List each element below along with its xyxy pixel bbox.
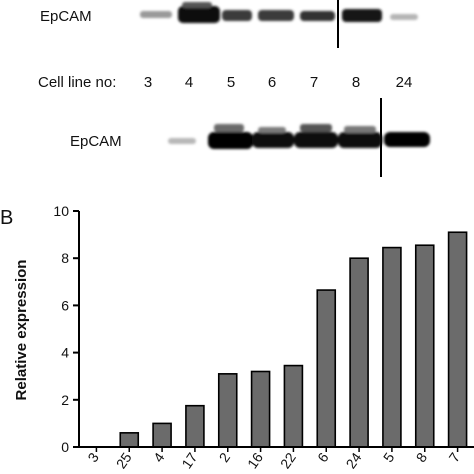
x-tick-label: 16 bbox=[244, 449, 266, 471]
cell-line-number: 3 bbox=[144, 74, 152, 91]
x-tick-label: 4 bbox=[150, 449, 168, 465]
x-tick-label: 8 bbox=[413, 449, 431, 465]
x-tick-label: 25 bbox=[113, 449, 135, 471]
band bbox=[384, 132, 430, 147]
y-tick-label: 8 bbox=[61, 250, 69, 266]
bar-5 bbox=[382, 246, 402, 448]
band bbox=[258, 127, 286, 133]
blot-top: EpCAM bbox=[40, 0, 418, 48]
band bbox=[178, 6, 220, 23]
band bbox=[300, 124, 332, 132]
band bbox=[252, 132, 294, 148]
band bbox=[338, 132, 382, 148]
band bbox=[344, 126, 376, 133]
cell-line-label: Cell line no: bbox=[38, 74, 116, 91]
x-tick-label: 24 bbox=[342, 449, 364, 471]
band bbox=[214, 124, 244, 132]
cell-line-number: 24 bbox=[396, 74, 413, 91]
blot-top-bands bbox=[140, 2, 418, 23]
bar-8 bbox=[414, 244, 435, 448]
blot-bottom: EpCAM bbox=[70, 98, 430, 177]
x-tick-label: 7 bbox=[445, 449, 463, 465]
y-tick-label: 10 bbox=[53, 203, 69, 219]
bar-16 bbox=[250, 370, 271, 448]
x-tick-label: 3 bbox=[84, 449, 102, 465]
band bbox=[258, 10, 294, 21]
y-tick-label: 6 bbox=[61, 297, 69, 313]
cell-line-number: 4 bbox=[185, 74, 193, 91]
band bbox=[222, 10, 252, 21]
y-tick-label: 0 bbox=[61, 439, 69, 455]
band bbox=[208, 132, 253, 149]
cell-line-row: Cell line no: 3 4 5 6 7 8 24 bbox=[38, 74, 412, 91]
band bbox=[342, 9, 382, 22]
bar-24 bbox=[349, 257, 369, 448]
bar-7 bbox=[447, 231, 468, 448]
cell-line-number: 7 bbox=[310, 74, 318, 91]
y-axis: 0 2 4 6 8 10 bbox=[53, 203, 80, 455]
y-axis-title: Relative expression bbox=[13, 260, 30, 401]
band bbox=[300, 11, 335, 21]
band bbox=[168, 138, 196, 144]
blot-top-label: EpCAM bbox=[40, 8, 92, 25]
bar-6 bbox=[316, 289, 337, 448]
x-tick-label: 5 bbox=[380, 449, 398, 465]
x-axis: 3 25 4 17 2 16 22 6 24 5 8 7 bbox=[79, 446, 474, 471]
bar-17 bbox=[185, 404, 205, 448]
x-tick-label: 22 bbox=[277, 449, 299, 471]
y-tick-label: 2 bbox=[61, 392, 69, 408]
bar-4 bbox=[152, 422, 172, 448]
band bbox=[390, 14, 418, 20]
band bbox=[140, 11, 172, 18]
cell-line-number: 5 bbox=[227, 74, 235, 91]
blot-bottom-label: EpCAM bbox=[70, 133, 122, 150]
cell-line-number: 6 bbox=[268, 74, 276, 91]
cell-line-number: 8 bbox=[352, 74, 360, 91]
bar-2 bbox=[217, 373, 238, 448]
blot-bottom-bands bbox=[168, 124, 430, 149]
panel-letter: B bbox=[0, 207, 13, 229]
x-tick-label: 2 bbox=[216, 449, 234, 465]
x-tick-label: 17 bbox=[178, 449, 200, 471]
bar-25 bbox=[119, 432, 140, 448]
band bbox=[182, 2, 212, 8]
band bbox=[294, 132, 338, 148]
bars bbox=[119, 231, 468, 448]
bar-22 bbox=[283, 364, 304, 448]
x-tick-label: 6 bbox=[314, 449, 332, 465]
y-tick-label: 4 bbox=[61, 345, 69, 361]
